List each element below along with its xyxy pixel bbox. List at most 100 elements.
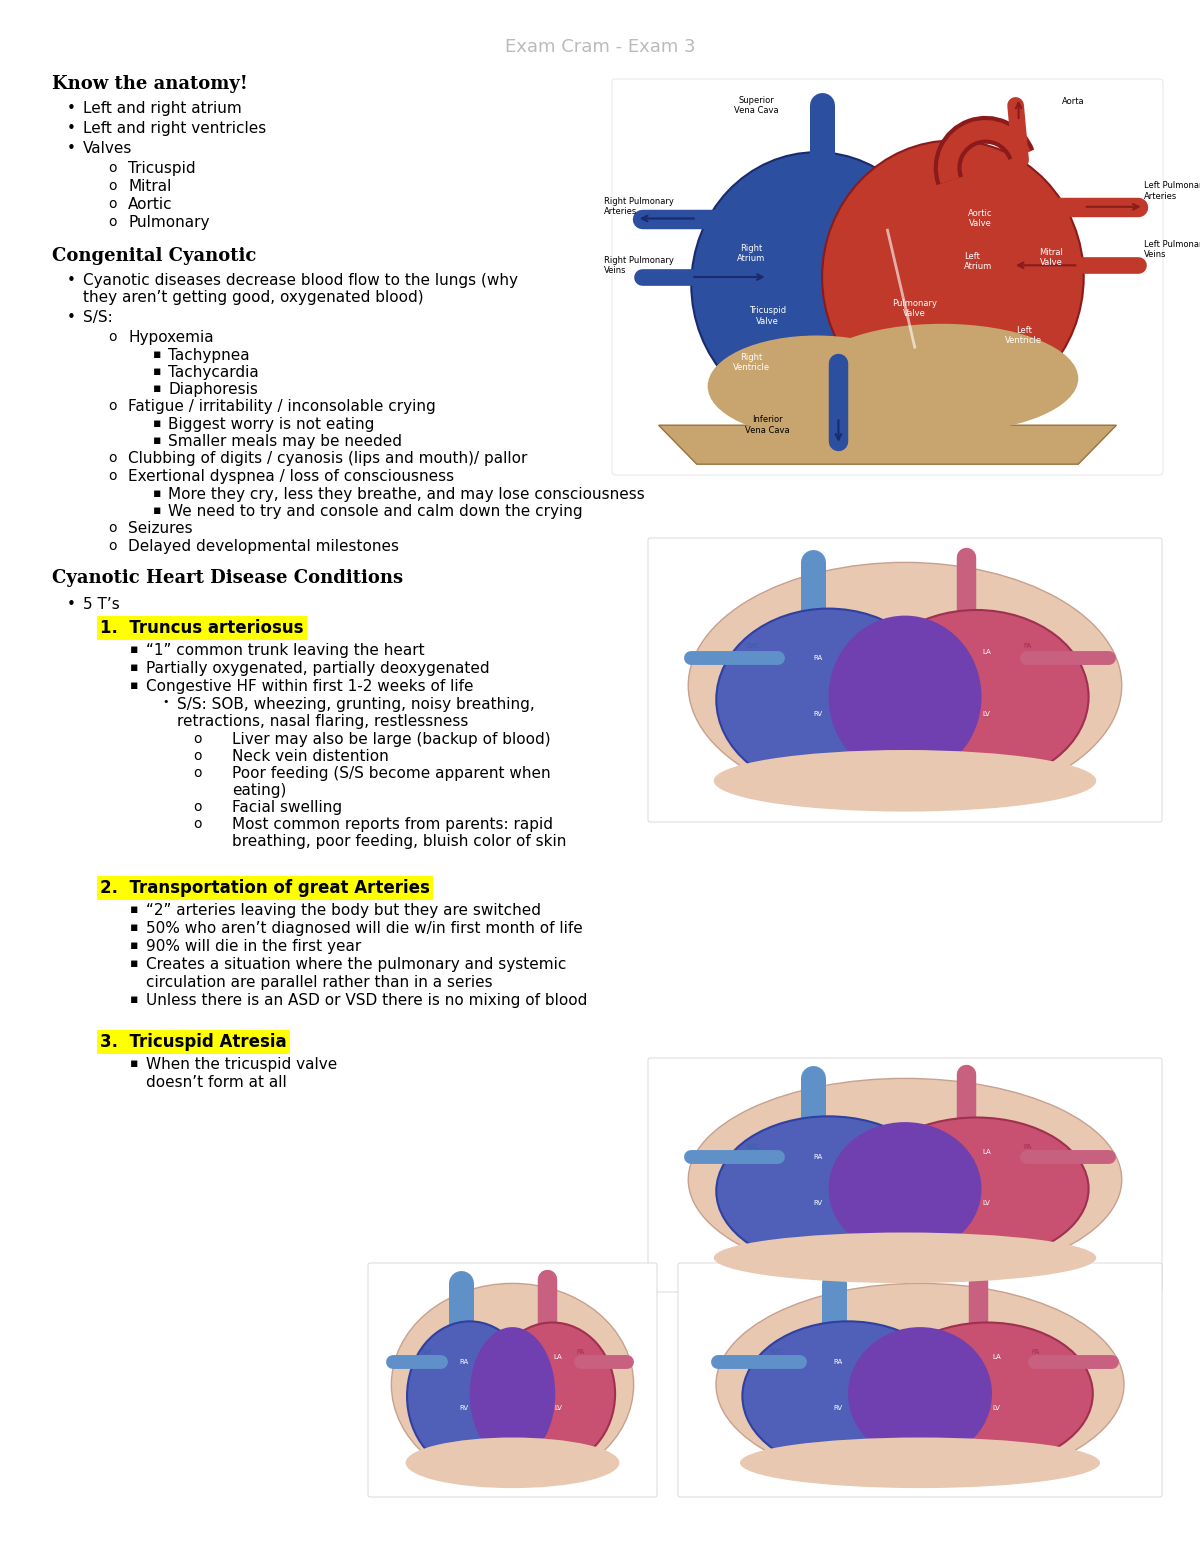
Text: Cyanotic diseases decrease blood flow to the lungs (why: Cyanotic diseases decrease blood flow to…	[83, 273, 518, 287]
Text: Right
Atrium: Right Atrium	[737, 244, 766, 264]
Text: ▪: ▪	[130, 643, 138, 655]
Text: 1.  Truncus arteriosus: 1. Truncus arteriosus	[100, 620, 304, 637]
Text: PA: PA	[1031, 1350, 1039, 1356]
Text: Valves: Valves	[83, 141, 132, 155]
Text: Liver may also be large (backup of blood): Liver may also be large (backup of blood…	[232, 731, 551, 747]
Text: o: o	[108, 539, 116, 553]
Text: Left and right ventricles: Left and right ventricles	[83, 121, 266, 137]
Text: Partially oxygenated, partially deoxygenated: Partially oxygenated, partially deoxygen…	[146, 662, 490, 676]
Text: Left
Atrium: Left Atrium	[964, 252, 992, 272]
Text: Aortic: Aortic	[128, 197, 173, 213]
Text: •: •	[67, 121, 76, 137]
Text: Tricuspid
Valve: Tricuspid Valve	[749, 306, 786, 326]
Text: 50% who aren’t diagnosed will die w/in first month of life: 50% who aren’t diagnosed will die w/in f…	[146, 921, 583, 936]
Text: Clubbing of digits / cyanosis (lips and mouth)/ pallor: Clubbing of digits / cyanosis (lips and …	[128, 450, 527, 466]
Text: o: o	[108, 162, 116, 175]
Text: Pulmonary
Valve: Pulmonary Valve	[893, 298, 937, 318]
Text: o: o	[193, 766, 202, 780]
Text: ▪: ▪	[130, 1058, 138, 1070]
Ellipse shape	[805, 323, 1079, 433]
Text: •: •	[67, 101, 76, 116]
Text: Pulmonary: Pulmonary	[128, 214, 210, 230]
Ellipse shape	[689, 562, 1122, 809]
Text: Superior
Vena Cava: Superior Vena Cava	[734, 96, 779, 115]
Text: Poor feeding (S/S become apparent when: Poor feeding (S/S become apparent when	[232, 766, 551, 781]
Text: SVC: SVC	[745, 643, 758, 649]
Text: RA: RA	[460, 1359, 469, 1365]
Text: PA: PA	[1024, 1145, 1032, 1151]
Text: LA: LA	[553, 1354, 563, 1360]
Text: o: o	[108, 450, 116, 464]
Text: Neck vein distention: Neck vein distention	[232, 749, 389, 764]
Text: retractions, nasal flaring, restlessness: retractions, nasal flaring, restlessness	[178, 714, 468, 728]
Text: 5 T’s: 5 T’s	[83, 596, 120, 612]
Ellipse shape	[864, 1118, 1088, 1259]
Text: RA: RA	[814, 655, 823, 660]
Text: LV: LV	[983, 711, 990, 716]
Text: breathing, poor feeding, bluish color of skin: breathing, poor feeding, bluish color of…	[232, 834, 566, 849]
Text: SVC: SVC	[769, 1350, 782, 1356]
Text: 2.  Transportation of great Arteries: 2. Transportation of great Arteries	[100, 879, 430, 898]
Text: Aortic
Valve: Aortic Valve	[968, 208, 992, 228]
Text: ▪: ▪	[130, 679, 138, 693]
Text: Left and right atrium: Left and right atrium	[83, 101, 241, 116]
Text: •: •	[162, 697, 168, 707]
Text: SVC: SVC	[420, 1350, 434, 1356]
Text: o: o	[193, 817, 202, 831]
Text: ▪: ▪	[154, 505, 162, 517]
Text: Left Pulmonary
Veins: Left Pulmonary Veins	[1144, 241, 1200, 259]
Text: SVC: SVC	[745, 1145, 758, 1151]
Ellipse shape	[714, 1233, 1097, 1283]
Text: 90% will die in the first year: 90% will die in the first year	[146, 940, 361, 954]
Ellipse shape	[864, 610, 1088, 784]
Text: 3.  Tricuspid Atresia: 3. Tricuspid Atresia	[100, 1033, 287, 1051]
FancyBboxPatch shape	[678, 1263, 1162, 1497]
Text: Most common reports from parents: rapid: Most common reports from parents: rapid	[232, 817, 553, 832]
Text: ▪: ▪	[154, 382, 162, 394]
Text: Inferior
Vena Cava: Inferior Vena Cava	[745, 416, 790, 435]
Text: PA: PA	[577, 1350, 586, 1356]
Text: Seizures: Seizures	[128, 520, 193, 536]
Text: •: •	[67, 141, 76, 155]
Ellipse shape	[740, 1438, 1100, 1488]
Ellipse shape	[716, 1117, 941, 1266]
Text: circulation are parallel rather than in a series: circulation are parallel rather than in …	[146, 975, 493, 989]
Text: •: •	[67, 273, 76, 287]
Text: ▪: ▪	[130, 957, 138, 971]
Ellipse shape	[828, 1123, 982, 1255]
Text: Congestive HF within first 1-2 weeks of life: Congestive HF within first 1-2 weeks of …	[146, 679, 474, 694]
Text: RA: RA	[814, 1154, 823, 1160]
Text: LA: LA	[983, 1149, 991, 1155]
Text: Unless there is an ASD or VSD there is no mixing of blood: Unless there is an ASD or VSD there is n…	[146, 992, 587, 1008]
Text: S/S:: S/S:	[83, 311, 113, 325]
Ellipse shape	[469, 1328, 556, 1460]
Text: Know the anatomy!: Know the anatomy!	[52, 75, 247, 93]
Text: Right Pulmonary
Veins: Right Pulmonary Veins	[604, 256, 674, 275]
Text: More they cry, less they breathe, and may lose consciousness: More they cry, less they breathe, and ma…	[168, 488, 644, 502]
Text: RV: RV	[834, 1404, 842, 1410]
Text: o: o	[108, 197, 116, 211]
Text: eating): eating)	[232, 783, 287, 798]
Ellipse shape	[490, 1323, 616, 1464]
Text: Creates a situation where the pulmonary and systemic: Creates a situation where the pulmonary …	[146, 957, 566, 972]
Text: ▪: ▪	[154, 488, 162, 500]
Text: o: o	[108, 329, 116, 345]
Text: Right
Ventricle: Right Ventricle	[733, 353, 770, 373]
Text: Cyanotic Heart Disease Conditions: Cyanotic Heart Disease Conditions	[52, 568, 403, 587]
Ellipse shape	[716, 1283, 1124, 1486]
Text: •: •	[67, 311, 76, 325]
Ellipse shape	[708, 335, 925, 436]
FancyBboxPatch shape	[648, 1058, 1162, 1292]
Text: LV: LV	[992, 1404, 1001, 1410]
Text: •: •	[67, 596, 76, 612]
Text: ▪: ▪	[130, 921, 138, 933]
Text: ▪: ▪	[154, 418, 162, 430]
Text: ▪: ▪	[130, 662, 138, 674]
Text: LV: LV	[983, 1199, 990, 1205]
Text: o: o	[108, 214, 116, 228]
Text: We need to try and console and calm down the crying: We need to try and console and calm down…	[168, 505, 583, 519]
Ellipse shape	[882, 1323, 1093, 1464]
Text: Tachypnea: Tachypnea	[168, 348, 250, 363]
Text: Aorta: Aorta	[1062, 96, 1085, 106]
Text: Mitral
Valve: Mitral Valve	[1039, 248, 1063, 267]
